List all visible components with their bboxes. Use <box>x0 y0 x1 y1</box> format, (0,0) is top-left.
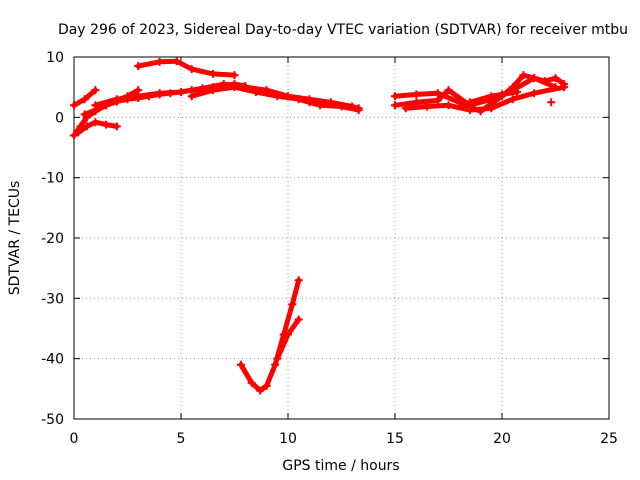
series-track-f <box>134 57 239 80</box>
data-point <box>271 360 280 369</box>
data-point <box>294 95 303 104</box>
series-track-n <box>547 98 556 107</box>
chart-title: Day 296 of 2023, Sidereal Day-to-day VTE… <box>58 22 628 38</box>
series-track-i <box>273 315 303 363</box>
data-point <box>337 102 346 111</box>
data-point <box>112 95 121 104</box>
data-point <box>134 92 143 101</box>
data-point <box>70 131 78 140</box>
data-point <box>508 95 517 104</box>
series-track-c <box>74 118 121 137</box>
x-tick-label: 0 <box>70 431 79 447</box>
data-point <box>91 86 100 95</box>
data-point <box>391 101 399 110</box>
data-point <box>560 83 569 92</box>
data-point <box>412 90 421 99</box>
data-point <box>465 98 474 107</box>
x-tick-label: 15 <box>386 431 404 447</box>
data-point <box>391 92 399 101</box>
series-track-m <box>465 87 521 107</box>
data-point <box>91 101 100 110</box>
grid-lines <box>74 57 609 419</box>
data-point <box>530 74 539 83</box>
series-line <box>189 84 362 113</box>
data-point <box>284 330 292 339</box>
data-point <box>209 86 218 95</box>
data-point <box>316 101 325 110</box>
y-tick-label: -50 <box>41 412 64 428</box>
data-point <box>487 104 496 113</box>
data-point <box>80 110 89 119</box>
data-point <box>262 381 271 390</box>
data-point <box>423 102 432 111</box>
data-point <box>294 276 303 285</box>
data-point <box>230 71 239 80</box>
data-point <box>187 65 196 74</box>
data-point <box>209 69 218 78</box>
data-point <box>530 89 539 98</box>
data-point <box>82 122 91 131</box>
data-point <box>80 95 89 104</box>
data-point <box>354 106 363 115</box>
y-tick-label: -20 <box>41 231 64 247</box>
data-point <box>134 62 143 71</box>
series-layer <box>70 57 569 395</box>
data-point <box>465 106 474 115</box>
y-tick-label: 0 <box>55 110 64 126</box>
data-point <box>512 87 521 96</box>
x-tick-label: 10 <box>279 431 297 447</box>
y-tick-label: 10 <box>46 50 64 66</box>
series-line <box>135 58 237 78</box>
data-point <box>155 57 164 66</box>
y-tick-label: -30 <box>41 291 64 307</box>
data-point <box>236 360 245 369</box>
data-point <box>547 98 556 107</box>
data-point <box>273 92 282 101</box>
series-track-g <box>187 83 363 115</box>
data-point <box>155 89 164 98</box>
data-point <box>433 89 442 98</box>
series-line <box>238 277 302 394</box>
x-tick-label: 5 <box>177 431 186 447</box>
data-point <box>551 74 560 83</box>
data-point <box>230 83 239 92</box>
data-point <box>187 92 196 101</box>
data-point <box>487 92 496 101</box>
data-point <box>519 71 528 80</box>
data-point <box>70 101 78 110</box>
y-tick-label: -10 <box>41 171 64 187</box>
data-point <box>112 122 121 131</box>
series-track-l <box>401 83 569 115</box>
axis-ticks: 0 5 10 15 20 25 -50 -40 -30 -20 -10 0 10 <box>41 50 618 447</box>
data-point <box>401 104 410 113</box>
series-line <box>467 89 520 105</box>
data-point <box>102 120 111 129</box>
data-point <box>305 98 314 107</box>
data-point <box>288 300 297 309</box>
data-point <box>498 90 506 99</box>
data-point <box>444 86 453 95</box>
x-tick-label: 25 <box>600 431 618 447</box>
data-point <box>247 378 256 387</box>
x-tick-label: 20 <box>493 431 511 447</box>
y-tick-label: -40 <box>41 352 64 368</box>
data-point <box>251 87 260 96</box>
data-point <box>256 386 265 395</box>
data-point <box>177 87 185 96</box>
data-point <box>294 315 303 324</box>
series-track-h <box>236 276 303 395</box>
x-axis-title: GPS time / hours <box>282 458 399 474</box>
data-point <box>444 101 453 110</box>
data-point <box>172 57 181 66</box>
data-point <box>91 118 100 127</box>
data-point <box>273 354 282 363</box>
data-point <box>74 128 83 137</box>
y-axis-title: SDTVAR / TECUs <box>7 181 23 296</box>
series-track-a <box>70 86 100 110</box>
data-point <box>433 96 442 105</box>
